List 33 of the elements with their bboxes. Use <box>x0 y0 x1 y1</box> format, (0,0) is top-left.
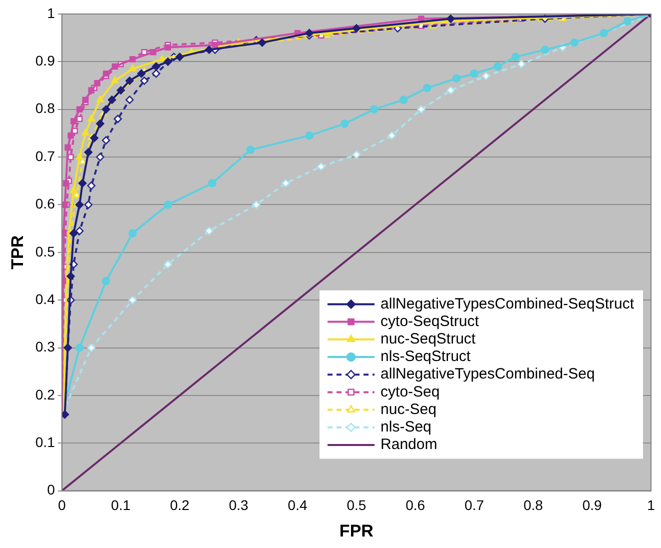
x-tick-label: 0.9 <box>582 497 602 514</box>
x-tick-label: 1 <box>647 497 656 514</box>
y-tick-label: 0.6 <box>35 196 56 212</box>
y-tick-label: 0.4 <box>35 290 56 307</box>
legend-label: Random <box>380 436 438 454</box>
legend-label: nls-SeqStruct <box>380 348 472 366</box>
y-tick-label: 1 <box>47 4 56 21</box>
x-tick-label: 0.8 <box>523 497 544 514</box>
legend-label: nuc-Seq <box>380 400 436 418</box>
legend-label: allNegativeTypesCombined-SeqStruct <box>380 295 635 312</box>
x-tick-label: 0.4 <box>288 497 308 514</box>
legend-label: cyto-Seq <box>380 383 440 400</box>
y-tick-label: 0.3 <box>35 338 56 355</box>
x-axis-title: FPR <box>339 521 374 540</box>
legend-label: nls-Seq <box>380 418 432 436</box>
legend-label: cyto-SeqStruct <box>380 312 480 330</box>
x-tick-label: 0 <box>58 497 66 514</box>
y-axis-title: TPR <box>8 235 27 270</box>
y-tick-label: 0.5 <box>35 243 56 260</box>
x-tick-label: 0.2 <box>170 497 190 514</box>
y-tick-label: 0.9 <box>35 52 56 69</box>
x-tick-label: 0.3 <box>228 497 249 514</box>
legend-label: allNegativeTypesCombined-Seq <box>380 366 595 383</box>
y-tick-label: 0.7 <box>35 148 56 164</box>
x-tick-label: 0.1 <box>111 497 131 514</box>
y-tick-label: 0.1 <box>35 434 56 450</box>
y-tick-label: 0 <box>47 482 56 498</box>
y-tick-label: 0.2 <box>35 386 56 402</box>
y-tick-label: 0.8 <box>35 100 56 116</box>
x-tick-label: 0.7 <box>464 497 484 514</box>
x-tick-label: 0.6 <box>406 497 426 514</box>
legend-label: nuc-SeqStruct <box>380 330 476 348</box>
x-tick-label: 0.5 <box>346 497 366 514</box>
